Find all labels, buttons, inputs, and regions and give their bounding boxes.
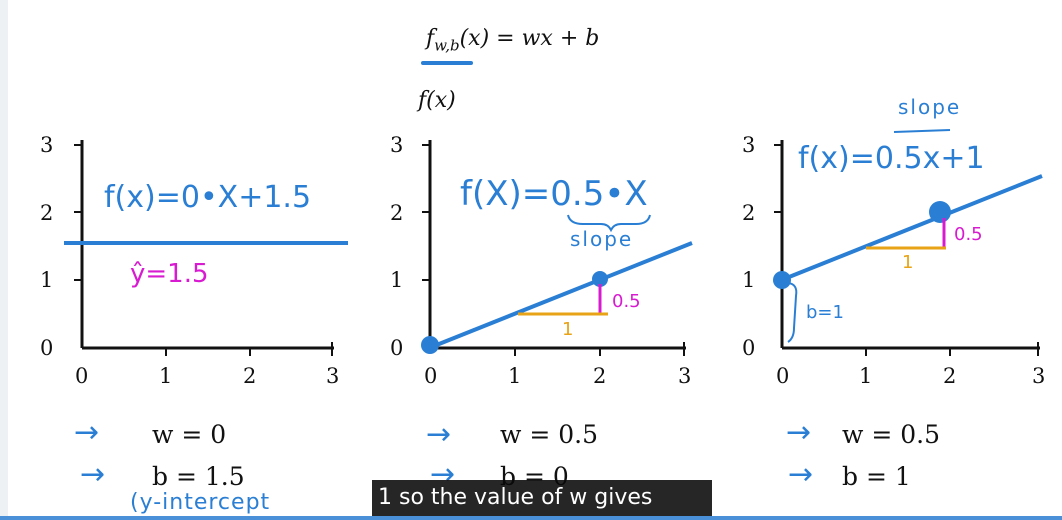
model-formula: fw,b(x) = wx + b: [426, 26, 600, 55]
y-tick-label: 3: [40, 133, 53, 157]
regression-line: [423, 241, 693, 352]
data-point: [773, 271, 791, 289]
x-tick-label: 0: [75, 364, 88, 388]
w-value-panel1: w = 0: [152, 420, 227, 449]
y-tick-label: 3: [742, 133, 755, 157]
arrow-icon: →: [786, 415, 812, 450]
x-tick-label: 1: [159, 364, 172, 388]
y-intercept-note: (y-intercept: [130, 490, 271, 515]
x-tick-label: 0: [424, 364, 437, 388]
rise-label: 0.5: [612, 291, 641, 312]
y-tick-label: 1: [742, 268, 755, 292]
y-tick-label: 0: [742, 336, 755, 360]
arrow-icon: →: [80, 457, 106, 492]
slope-note: slope: [570, 227, 633, 251]
slope-brace: [567, 214, 651, 233]
y-tick-label: 2: [390, 201, 403, 225]
plot-slope: 3 2 1 0 0 1 2 3 0.5 1 f(X)=0.5•X slope: [390, 133, 693, 388]
data-point: [929, 201, 951, 223]
y-tick-label: 2: [742, 201, 755, 225]
x-tick-label: 1: [508, 364, 521, 388]
b-value-panel1: b = 1.5: [152, 462, 245, 491]
slope-overline: [893, 129, 951, 133]
x-tick-label: 3: [678, 364, 691, 388]
w-value-panel2: w = 0.5: [500, 420, 598, 449]
fx-axis-label: f(x): [418, 88, 456, 113]
y-tick-label: 1: [390, 268, 403, 292]
left-edge-strip: [0, 0, 8, 520]
x-tick-label: 3: [1032, 364, 1045, 388]
y-tick-label: 0: [390, 336, 403, 360]
x-tick-label: 2: [243, 364, 256, 388]
panel-slope: 3 2 1 0 0 1 2 3 0.5 1 f(X)=0.5•X slope: [386, 120, 706, 400]
slope-note: slope: [898, 95, 961, 119]
progress-bar[interactable]: [0, 516, 1062, 520]
equation-handwritten: f(x)=0.5x+1: [798, 141, 985, 176]
y-tick-label: 2: [40, 201, 53, 225]
w-value-panel3: w = 0.5: [842, 420, 940, 449]
x-tick-label: 3: [326, 364, 339, 388]
x-tick-label: 0: [776, 364, 789, 388]
arrow-icon: →: [788, 457, 814, 492]
run-label: 1: [562, 319, 573, 340]
video-caption: 1 so the value of w gives: [372, 480, 712, 516]
rise-label: 0.5: [954, 224, 983, 245]
data-point: [421, 336, 439, 354]
panel-slope-intercept: 3 2 1 0 0 1 2 3 0.5 1 b=1 f(x)=0.5x+1 sl…: [740, 95, 1060, 400]
intercept-brace: [787, 282, 798, 343]
regression-line: [773, 174, 1043, 285]
x-tick-label: 2: [943, 364, 956, 388]
y-tick-label: 3: [390, 133, 403, 157]
x-tick-label: 1: [859, 364, 872, 388]
y-tick-label: 0: [40, 336, 53, 360]
equation-handwritten: f(X)=0.5•X: [460, 174, 648, 214]
formula-underline: [421, 61, 473, 65]
plot-slope-intercept: 3 2 1 0 0 1 2 3 0.5 1 b=1 f(x)=0.5x+1 sl…: [742, 95, 1045, 388]
y-tick-label: 1: [40, 268, 53, 292]
run-label: 1: [902, 252, 913, 273]
prediction-handwritten: ŷ=1.5: [130, 259, 209, 289]
b-value-panel3: b = 1: [842, 462, 911, 491]
intercept-note: b=1: [806, 302, 844, 323]
plot-constant: 3 2 1 0 0 1 2 3 f(x)=0•X+1.5 ŷ=1.5: [40, 133, 348, 388]
equation-handwritten: f(x)=0•X+1.5: [104, 180, 311, 215]
arrow-icon: →: [426, 417, 452, 452]
arrow-icon: →: [74, 415, 100, 450]
x-tick-label: 2: [593, 364, 606, 388]
data-point: [592, 271, 608, 287]
panel-constant: 3 2 1 0 0 1 2 3 f(x)=0•X+1.5 ŷ=1.5: [34, 120, 354, 400]
